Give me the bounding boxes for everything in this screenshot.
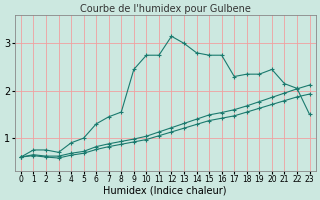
Title: Courbe de l'humidex pour Gulbene: Courbe de l'humidex pour Gulbene bbox=[80, 4, 251, 14]
X-axis label: Humidex (Indice chaleur): Humidex (Indice chaleur) bbox=[103, 186, 227, 196]
